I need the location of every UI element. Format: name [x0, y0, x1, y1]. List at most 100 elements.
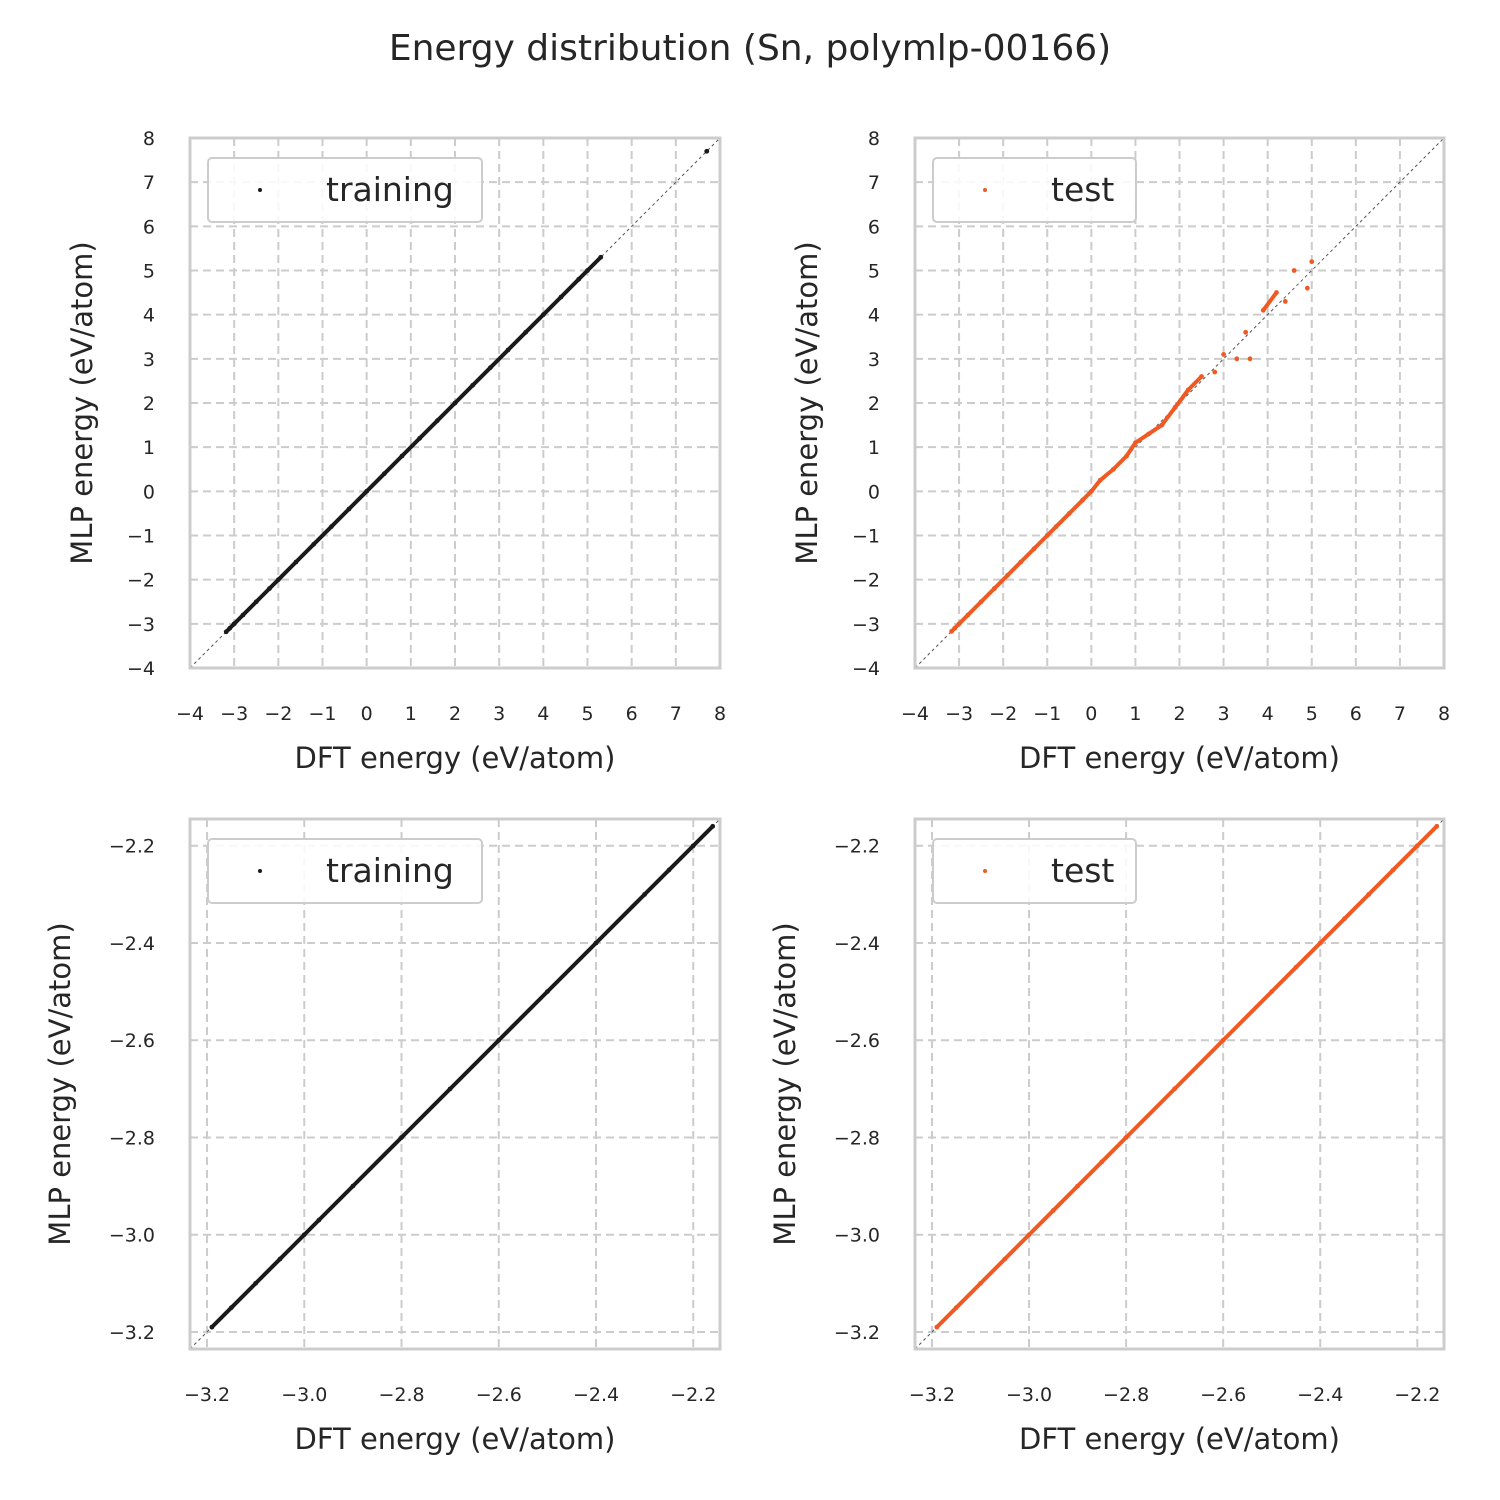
point-cluster	[399, 1086, 453, 1140]
data-point	[223, 629, 229, 635]
data-point	[704, 148, 710, 154]
legend-label: training	[326, 851, 454, 890]
point-cluster	[329, 507, 351, 529]
data-point	[540, 312, 546, 318]
point-cluster	[1054, 511, 1072, 529]
point-cluster	[276, 560, 298, 582]
y-tick-label: 7	[868, 172, 880, 194]
y-tick-label: 1	[868, 437, 880, 459]
legend-label: test	[1051, 170, 1114, 209]
panel-bottom-left: −3.2 −3.0 −2.8 −2.6 −2.4 −2.2 −2.2 −2.4 −2.6 −2.8…	[43, 817, 722, 1456]
point-cluster	[601, 151, 707, 257]
y-tick-label: −3	[127, 614, 155, 636]
x-tick-label: 2	[1173, 703, 1185, 725]
y-axis-label: MLP energy (eV/atom)	[65, 241, 99, 564]
data-point	[1110, 466, 1116, 472]
point-cluster	[594, 892, 647, 945]
x-tick-label: −2	[264, 703, 292, 725]
x-tick-label: 3	[1218, 703, 1230, 725]
y-tick-label: −2.4	[109, 933, 155, 955]
data-point	[949, 628, 954, 634]
data-point	[1260, 307, 1266, 313]
data-point	[1414, 843, 1420, 849]
x-tick-label: −1	[308, 703, 336, 725]
data-point	[952, 625, 958, 631]
point-cluster	[642, 868, 671, 897]
x-tick-label: 7	[1394, 703, 1406, 725]
panels: −4 −3 −2 −1 0 1 2 3 4 5 6 7 8 8 7 6 5 4 3 2 1 0 −1 −2 −3 −4 traini…	[43, 128, 1450, 1456]
legend-box	[207, 838, 483, 904]
x-tick-label: −3.2	[909, 1384, 955, 1406]
y-tick-label: 0	[868, 481, 880, 503]
data-point	[1366, 891, 1372, 897]
y-tick-label: −1	[852, 526, 880, 548]
y-tick-label: 8	[868, 128, 880, 150]
data-point	[1172, 405, 1178, 410]
data-point	[1124, 453, 1129, 459]
x-tick-label: −3	[945, 703, 973, 725]
data-point	[1342, 916, 1347, 922]
data-point	[666, 867, 672, 873]
data-point	[576, 276, 582, 282]
legend-marker	[983, 869, 987, 873]
y-tick-label: −2	[127, 570, 155, 592]
axes-frame	[188, 136, 722, 670]
x-tick-label: −2.6	[476, 1384, 522, 1406]
point-cluster	[1027, 1208, 1056, 1237]
y-tick-label: 7	[143, 172, 155, 194]
x-tick-label: 8	[714, 703, 726, 725]
point-cluster	[1005, 560, 1023, 578]
y-axis-label: MLP energy (eV/atom)	[43, 922, 77, 1245]
x-tick-label: −4	[901, 703, 929, 725]
y-tick-label: 1	[143, 437, 155, 459]
data-point	[301, 1232, 307, 1238]
point-cluster	[209, 1305, 234, 1330]
data-point	[417, 435, 423, 441]
y-tick-label: 2	[143, 393, 155, 415]
axes-frame	[913, 817, 1446, 1351]
series-training	[209, 823, 716, 1330]
point-cluster	[1002, 1232, 1032, 1262]
data-point	[364, 488, 370, 494]
point-cluster	[506, 330, 528, 352]
y-tick-label: 4	[868, 305, 880, 327]
y-tick-label: −1	[127, 526, 155, 548]
data-point	[470, 382, 476, 388]
y-tick-label: −2.2	[834, 836, 880, 858]
data-point	[350, 1183, 356, 1189]
data-point	[956, 621, 962, 627]
point-cluster	[978, 1257, 1007, 1286]
data-point	[240, 612, 246, 618]
data-point	[209, 1324, 215, 1330]
x-tick-label: −1	[1033, 703, 1061, 725]
data-point	[275, 577, 281, 583]
data-point	[1291, 268, 1297, 273]
y-tick-label: −3.2	[834, 1322, 880, 1344]
x-tick-label: −2.8	[1103, 1384, 1149, 1406]
data-point	[1088, 488, 1094, 494]
data-point	[447, 1086, 453, 1092]
x-tick-label: −3.2	[184, 1384, 230, 1406]
data-point	[1309, 259, 1315, 265]
data-point	[228, 1305, 234, 1311]
point-cluster	[382, 454, 404, 476]
data-point	[558, 294, 564, 300]
x-tick-label: 5	[1306, 703, 1318, 725]
axes-frame	[913, 136, 1446, 670]
x-axis-label: DFT energy (eV/atom)	[295, 741, 616, 775]
x-tick-label: 4	[1262, 703, 1274, 725]
data-point	[1269, 989, 1275, 995]
x-axis-label: DFT energy (eV/atom)	[1019, 1422, 1340, 1456]
data-point	[991, 586, 997, 591]
data-point	[1172, 1086, 1178, 1092]
point-cluster	[1172, 1038, 1226, 1091]
legend: test	[932, 157, 1137, 223]
legend-marker	[258, 869, 262, 873]
panel-top-right: −4 −3 −2 −1 0 1 2 3 4 5 6 7 8 8 7 6 5 4 3 2 1 0 −1 −2 −3 −4 test DF…	[790, 128, 1450, 775]
point-cluster	[435, 401, 457, 423]
series-test	[934, 823, 1440, 1330]
point-cluster	[277, 1232, 307, 1262]
data-point	[1075, 1183, 1080, 1189]
panel-top-left: −4 −3 −2 −1 0 1 2 3 4 5 6 7 8 8 7 6 5 4 3 2 1 0 −1 −2 −3 −4 traini…	[65, 128, 726, 775]
